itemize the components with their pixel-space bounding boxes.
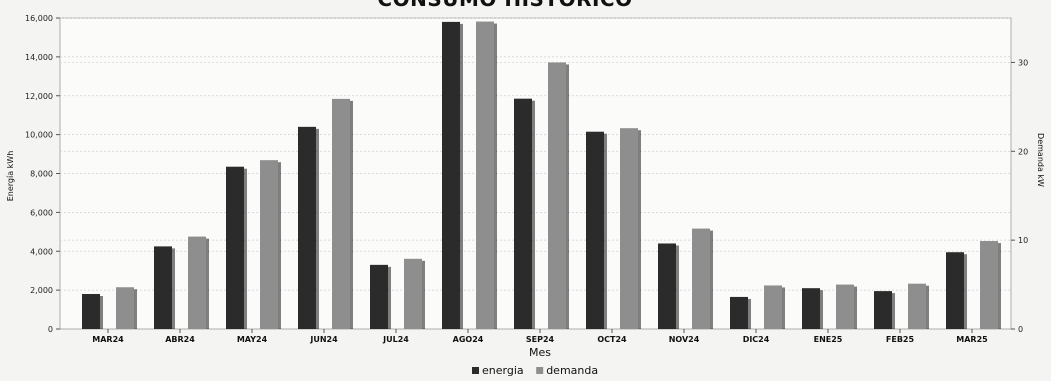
left-axis-label: Energía kWh	[6, 151, 15, 202]
legend-label-demanda: demanda	[546, 364, 598, 377]
left-tick-label: 16,000	[25, 14, 53, 23]
x-tick-label: MAR25	[956, 335, 988, 344]
bar-energia	[370, 264, 388, 329]
left-tick-label: 0	[48, 325, 53, 334]
bar-demanda	[980, 241, 998, 329]
right-tick-label: 0	[1018, 325, 1023, 334]
bar-demanda	[188, 236, 206, 329]
x-tick-label: ENE25	[814, 335, 843, 344]
bar-demanda	[908, 283, 926, 329]
right-tick-label: 20	[1018, 147, 1028, 156]
legend-swatch-energia	[472, 367, 479, 374]
bar-energia	[874, 291, 892, 329]
bar-energia	[298, 126, 316, 329]
bar-energia	[82, 294, 100, 329]
bar-demanda	[404, 258, 422, 329]
bar-demanda	[332, 98, 350, 329]
left-tick-label: 14,000	[25, 53, 53, 62]
x-tick-label: SEP24	[526, 335, 555, 344]
bar-energia	[658, 243, 676, 329]
grid-layer	[59, 17, 1012, 330]
axes-layer: 0 2,000 4,000 6,000 8,000 10,000 12,000 14,000 1…	[25, 14, 1028, 344]
left-tick-label: 12,000	[25, 92, 53, 101]
bar-energia	[514, 98, 532, 330]
bar-demanda	[476, 21, 494, 329]
x-tick-label: OCT24	[597, 335, 627, 344]
bar-demanda	[692, 228, 710, 329]
x-tick-label: AGO24	[453, 335, 484, 344]
bar-energia	[946, 252, 964, 329]
left-tick-label: 8,000	[30, 170, 53, 179]
bar-energia	[226, 166, 244, 329]
left-tick-label: 2,000	[30, 286, 53, 295]
bar-demanda	[260, 160, 278, 329]
x-tick-label: MAY24	[237, 335, 268, 344]
bar-energia	[802, 288, 820, 329]
bar-energia	[730, 296, 748, 329]
bar-demanda	[836, 284, 854, 329]
bar-energia	[586, 131, 604, 329]
legend-label-energia: energia	[482, 364, 524, 377]
x-tick-label: FEB25	[886, 335, 915, 344]
right-tick-label: 30	[1018, 58, 1028, 67]
bar-demanda	[620, 128, 638, 329]
bar-demanda	[116, 287, 134, 329]
x-axis-label: Mes	[529, 346, 551, 359]
bars-layer	[82, 21, 1001, 330]
chart-title: CONSUMO HISTORICO	[377, 0, 632, 11]
legend-swatch-demanda	[536, 367, 544, 374]
bar-demanda	[764, 285, 782, 329]
left-tick-label: 10,000	[25, 131, 53, 140]
right-tick-label: 10	[1018, 236, 1028, 245]
x-tick-label: JUN24	[309, 335, 338, 344]
bar-energia	[154, 246, 172, 329]
x-tick-label: JUL24	[382, 335, 409, 344]
legend: energia demanda	[472, 364, 598, 377]
left-tick-label: 6,000	[30, 208, 53, 217]
bar-demanda	[548, 62, 566, 330]
right-axis-label: Demanda kW	[1036, 133, 1045, 187]
bar-energia	[442, 21, 460, 329]
left-tick-label: 4,000	[30, 247, 53, 256]
x-tick-label: DIC24	[743, 335, 770, 344]
x-tick-label: ABR24	[165, 335, 195, 344]
x-tick-label: NOV24	[669, 335, 700, 344]
x-tick-label: MAR24	[92, 335, 124, 344]
